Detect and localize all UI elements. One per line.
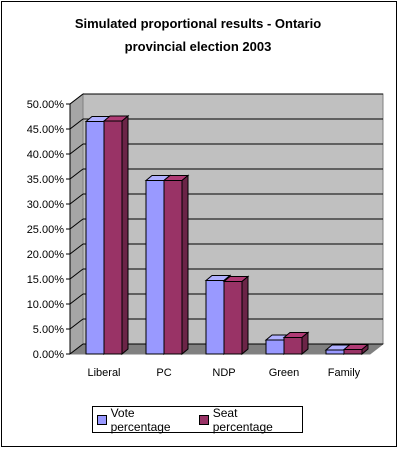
legend: Vote percentage Seat percentage — [92, 406, 303, 434]
y-tick-label: 10.00% — [27, 299, 65, 311]
y-tick-label: 0.00% — [33, 349, 64, 361]
y-tick-label: 40.00% — [27, 149, 65, 161]
chart-title-line-2: provincial election 2003 — [124, 39, 272, 54]
bar-side — [181, 174, 189, 356]
bar-front — [163, 180, 183, 355]
bar-front — [265, 339, 285, 355]
bar-front — [85, 121, 105, 355]
chart-title-line-1: Simulated proportional results - Ontario — [74, 16, 322, 31]
y-tick-label: 45.00% — [27, 124, 65, 136]
bar-front — [223, 281, 243, 355]
y-tick-label: 30.00% — [27, 199, 65, 211]
x-tick-label: NDP — [212, 367, 235, 379]
gridline-side — [69, 343, 84, 355]
gridline-side — [69, 93, 84, 105]
gridline-side — [69, 243, 84, 255]
gridline-side — [69, 318, 84, 330]
gridline-side — [69, 268, 84, 280]
bar-side — [301, 331, 309, 356]
legend-item-seat: Seat percentage — [199, 406, 296, 434]
bar-side — [121, 114, 129, 356]
bar-front — [283, 337, 303, 355]
bar-front — [205, 280, 225, 355]
bar-front — [343, 349, 363, 355]
gridline-side — [69, 193, 84, 205]
y-tick-label: 50.00% — [27, 99, 65, 111]
gridline-side — [69, 218, 84, 230]
legend-label-seat: Seat percentage — [212, 405, 273, 434]
bar-side — [241, 275, 249, 356]
legend-swatch-vote — [97, 414, 107, 425]
x-tick-label: Family — [328, 367, 361, 379]
gridline-side — [69, 143, 84, 155]
gridline-side — [69, 118, 84, 130]
bar-chart: 0.00% 5.00% 10.00% 15.00% 20.00% 25.00% 30.00%… — [27, 92, 385, 379]
legend-swatch-seat — [199, 414, 209, 425]
y-tick-label: 35.00% — [27, 174, 65, 186]
bar-front — [145, 180, 165, 355]
x-tick-label: PC — [156, 367, 171, 379]
y-tick-label: 15.00% — [27, 274, 65, 286]
legend-label-vote: Vote percentage — [110, 405, 171, 434]
gridline-side — [69, 168, 84, 180]
gridline-side — [69, 293, 84, 305]
x-tick-label: Liberal — [87, 367, 120, 379]
y-tick-label: 25.00% — [27, 224, 65, 236]
bar-front — [325, 349, 345, 355]
chart-title: Simulated proportional results - Ontario… — [0, 12, 396, 58]
bar-side — [361, 343, 369, 356]
legend-item-vote: Vote percentage — [97, 406, 193, 434]
x-tick-label: Green — [269, 367, 300, 379]
bar-front — [103, 120, 123, 355]
y-tick-label: 20.00% — [27, 249, 65, 261]
y-tick-label: 5.00% — [33, 324, 64, 336]
